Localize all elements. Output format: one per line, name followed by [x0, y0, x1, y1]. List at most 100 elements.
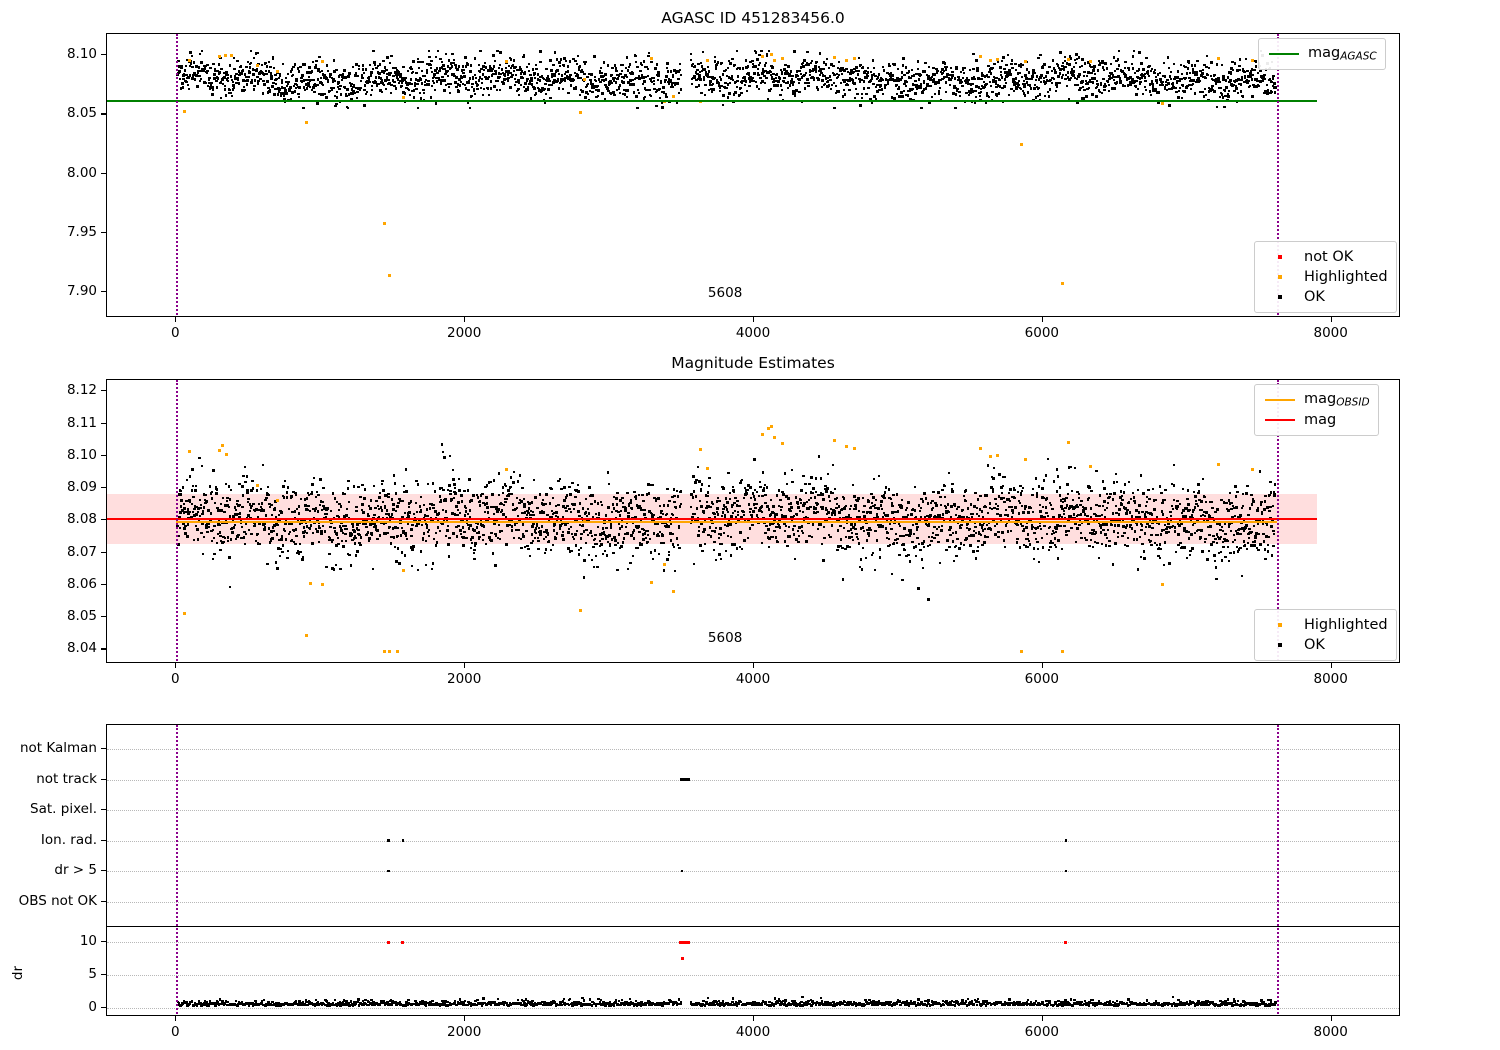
data-point-ok	[323, 92, 326, 95]
data-point-ok	[864, 69, 867, 73]
data-point-ok	[276, 524, 279, 527]
data-point-ok	[421, 537, 425, 540]
data-point-ok	[537, 88, 541, 91]
data-point-ok	[1235, 87, 1238, 90]
mag-agasc-legend[interactable]: magAGASC	[1258, 38, 1386, 70]
data-point-ok	[663, 504, 666, 507]
data-point-ok	[991, 490, 995, 493]
data-point-ok	[747, 71, 750, 74]
data-point-ok	[547, 540, 551, 543]
data-point-ok	[198, 74, 201, 78]
data-point-ok	[554, 535, 557, 538]
data-point-ok	[457, 477, 461, 481]
data-point-ok	[307, 82, 310, 85]
data-point-ok	[360, 536, 363, 539]
data-point-ok	[435, 67, 439, 70]
data-point-ok	[641, 82, 645, 85]
data-point-ok	[1264, 91, 1267, 95]
data-point-ok	[598, 544, 602, 548]
data-point-ok	[624, 66, 628, 70]
data-point-ok	[754, 498, 757, 501]
data-point-ok	[1159, 83, 1162, 86]
data-point-ok	[493, 512, 496, 516]
data-point-ok	[563, 79, 567, 82]
data-point-ok	[465, 510, 468, 513]
data-point-ok	[814, 490, 818, 494]
data-point-ok	[662, 91, 666, 94]
data-point-ok	[245, 65, 248, 68]
data-point-ok	[1013, 80, 1017, 83]
data-point-ok	[309, 71, 312, 74]
data-point-ok	[941, 489, 944, 492]
y-tick-mark	[101, 231, 106, 233]
data-point-ok	[1060, 76, 1064, 79]
data-point-ok	[610, 538, 613, 541]
data-point-ok	[346, 553, 350, 556]
data-point-ok	[942, 61, 945, 64]
data-point-ok	[696, 465, 699, 469]
data-point-ok	[318, 55, 321, 59]
data-point-ok	[531, 83, 534, 87]
data-point-ok	[1236, 69, 1239, 72]
data-point-ok	[661, 106, 664, 109]
data-point-ok	[867, 500, 870, 503]
data-point-ok	[593, 537, 597, 541]
data-point-ok	[1154, 75, 1158, 79]
data-point-ok	[840, 72, 844, 75]
data-point-ok	[963, 66, 967, 70]
data-point-ok	[643, 80, 646, 83]
data-point-ok	[367, 515, 370, 518]
data-point-ok	[462, 543, 466, 547]
data-point-ok	[618, 84, 622, 87]
data-point-ok	[586, 533, 590, 537]
data-point-ok	[930, 77, 933, 80]
data-point-ok	[745, 492, 748, 495]
data-point-ok	[244, 532, 248, 536]
data-point-ok	[1126, 84, 1129, 87]
data-point-ok	[1037, 86, 1041, 90]
data-point-ok	[525, 88, 528, 91]
data-point-ok	[578, 514, 581, 518]
data-point-ok	[927, 77, 930, 80]
data-point-ok	[1250, 78, 1254, 81]
data-point-ok	[738, 519, 741, 523]
data-point-ok	[986, 535, 989, 538]
data-point-ok	[786, 72, 789, 75]
data-point-ok	[1101, 66, 1105, 69]
status-legend-panel1[interactable]: not OK Highlighted OK	[1254, 241, 1397, 313]
data-point-ok	[821, 75, 825, 78]
data-point-ok	[751, 65, 754, 69]
data-point-ok	[966, 80, 969, 84]
data-point-ok	[909, 76, 912, 80]
data-point-ok	[383, 69, 387, 73]
data-point-ok	[827, 76, 830, 80]
data-point-ok	[522, 53, 525, 57]
data-point-ok	[232, 515, 235, 518]
data-point-ok	[860, 97, 864, 100]
data-point-ok	[897, 79, 900, 82]
data-point-ok	[564, 59, 568, 63]
data-point-ok	[454, 513, 457, 516]
data-point-ok	[630, 72, 633, 75]
y-tick-label: 7.90	[66, 282, 97, 299]
data-point-ok	[192, 495, 195, 498]
data-point-ok	[355, 527, 359, 530]
data-point-ok	[324, 530, 327, 533]
data-point-ok	[756, 58, 759, 61]
data-point-ok	[880, 507, 884, 511]
data-point-ok	[256, 489, 259, 492]
data-point-ok	[526, 88, 530, 91]
data-point-ok	[455, 505, 458, 508]
data-point-ok	[1092, 81, 1095, 84]
data-point-ok	[756, 67, 759, 71]
data-point-ok	[985, 505, 988, 509]
data-point-highlighted	[255, 63, 259, 67]
data-point-ok	[453, 74, 456, 77]
data-point-ok	[652, 79, 656, 83]
data-point-ok	[780, 505, 783, 509]
data-point-ok	[634, 60, 638, 64]
data-point-ok	[987, 75, 990, 79]
data-point-ok	[791, 528, 795, 531]
data-point-ok	[995, 93, 998, 96]
data-point-ok	[435, 541, 438, 544]
